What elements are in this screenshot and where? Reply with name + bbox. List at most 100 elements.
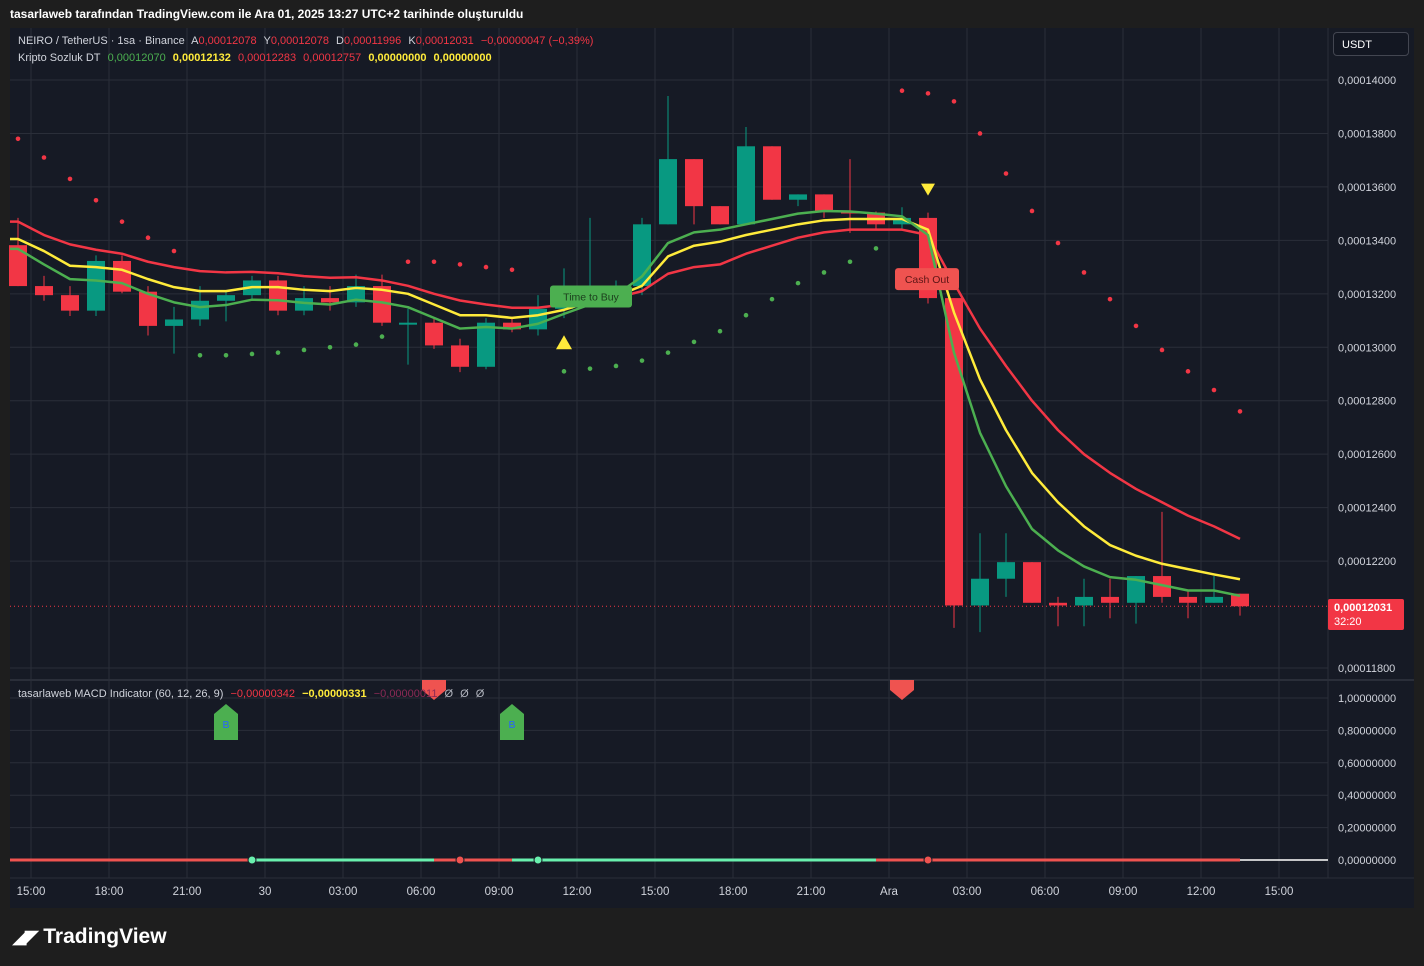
candle-body[interactable] [815,194,833,212]
candle-body[interactable] [659,159,677,225]
currency-button[interactable]: USDT [1333,32,1409,56]
candle-body[interactable] [503,322,521,330]
candle-body[interactable] [945,298,963,606]
candle-body[interactable] [737,146,755,225]
price-tick-label: 0,00012800 [1338,396,1396,408]
candle-body[interactable] [477,322,495,367]
legend-indicator[interactable]: Kripto Sozluk DT 0,00012070 0,00012132 0… [18,52,496,64]
candle-body[interactable] [529,308,547,330]
legend-close: K0,00012031 [408,35,474,47]
candle-body[interactable] [1127,576,1145,603]
candle-body[interactable] [425,322,443,346]
candle-body[interactable] [1205,596,1223,603]
time-tick-label: 21:00 [173,886,202,898]
tradingview-logo-text: TradingView [43,925,167,948]
psar-dot [197,352,203,358]
candle-body[interactable] [399,322,417,325]
caption-text: tasarlaweb tarafından TradingView.com il… [10,7,524,21]
candle-body[interactable] [711,206,729,225]
psar-dot [1055,240,1061,246]
time-tick-label: 03:00 [329,886,358,898]
psar-dot [41,155,47,160]
candle-body[interactable] [1049,602,1067,606]
candle-body[interactable] [139,291,157,326]
legend-macd[interactable]: tasarlaweb MACD Indicator (60, 12, 26, 9… [18,688,488,700]
candle-body[interactable] [35,286,53,296]
time-tick-label: 15:00 [641,886,670,898]
candle-body[interactable] [1153,576,1171,597]
candle-body[interactable] [1179,596,1197,603]
psar-dot [509,267,515,273]
price-tick-label: 0,00013200 [1338,289,1396,301]
price-tick-label: 0,00012600 [1338,449,1396,461]
candle-body[interactable] [451,345,469,367]
candle-body[interactable] [971,578,989,606]
candle-body[interactable] [997,562,1015,579]
candle-body[interactable] [61,295,79,311]
macd-buy-marker[interactable] [500,704,524,740]
psar-dot [457,262,463,267]
candle-body[interactable] [763,146,781,200]
macd-sell-marker[interactable] [890,680,914,700]
macd-name: tasarlaweb MACD Indicator (60, 12, 26, 9… [18,688,224,700]
macd-buy-marker[interactable] [214,704,238,740]
time-axis[interactable]: 15:00 18:00 21:00 30 03:00 06:00 09:00 12:00 15:… [17,886,1294,898]
candle-body[interactable] [87,260,105,311]
macd-cross-dot [247,855,257,865]
macd-value: Ø [475,688,485,700]
psar-dot [405,259,411,265]
candle-body[interactable] [113,260,131,292]
candle-body[interactable] [9,245,27,287]
candle-body[interactable] [685,159,703,207]
bar-countdown: 32:20 [1334,616,1362,628]
sell-signal-label-text: Cash Out [905,274,949,286]
macd-sell-marker[interactable] [422,680,446,700]
psar-dot [67,176,73,182]
candle-body[interactable] [893,217,911,225]
candle-body[interactable] [373,286,391,323]
candle-body[interactable] [1023,562,1041,603]
time-tick-label: 30 [259,886,272,898]
time-tick-label: 21:00 [797,886,826,898]
psar-dot [15,136,21,142]
candle-body[interactable] [217,295,235,301]
indicator-value: 0,00012070 [107,52,166,64]
time-tick-label: 09:00 [485,886,514,898]
indicator-name: Kripto Sozluk DT [18,52,101,64]
legend-change: −0,00000047 (−0,39%) [480,35,594,47]
legend-main[interactable]: NEIRO / TetherUS · 1sa · Binance A0,0001… [18,35,597,47]
psar-dot [223,352,229,358]
candle-body[interactable] [321,298,339,303]
time-tick-label: Ara [880,886,899,898]
candle-body[interactable] [789,194,807,200]
candle-body[interactable] [1075,596,1093,606]
price-tick-label: 0,00012400 [1338,503,1396,515]
tradingview-logo[interactable]: ◢◤ TradingView [12,925,167,949]
candle-body[interactable] [347,286,365,303]
candle-body[interactable] [269,280,287,311]
footer-bar [0,908,1424,966]
candle-body[interactable] [191,300,209,320]
indicator-value: 0,00012757 [303,52,362,64]
psar-dot [431,259,437,265]
candle-body[interactable] [1101,596,1119,603]
indicator-value: 0,00012132 [172,52,231,64]
psar-dot [873,246,879,251]
sell-signal-label-box[interactable] [895,268,959,291]
macd-tick-label: 0,80000000 [1338,725,1396,737]
time-tick-label: 12:00 [1187,886,1216,898]
buy-signal-label-box[interactable] [550,285,632,308]
macd-buy-marker-text: B [508,719,515,731]
price-tick-label: 0,00014000 [1338,75,1396,87]
last-price-value: 0,00012031 [1334,602,1393,614]
psar-dot [951,99,957,104]
price-axis[interactable]: 0,00014000 0,00013800 0,00013600 0,00013400… [1338,75,1396,867]
candle-body[interactable] [165,319,183,326]
psar-dot [561,369,567,374]
psar-dot [1133,323,1139,329]
price-tick-label: 0,00011800 [1338,663,1395,675]
main-pane[interactable]: Time to Buy Cash Out [9,88,1328,633]
candle-body[interactable] [1231,593,1249,607]
